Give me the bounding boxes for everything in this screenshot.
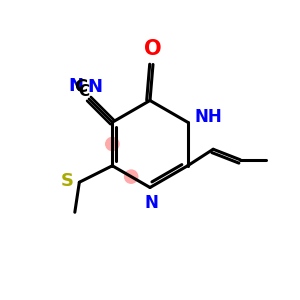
- Text: S: S: [61, 172, 74, 190]
- Text: N: N: [145, 194, 158, 212]
- Text: C: C: [78, 84, 89, 99]
- Circle shape: [124, 170, 138, 183]
- Text: N: N: [69, 77, 84, 95]
- Text: NH: NH: [194, 108, 222, 126]
- Text: O: O: [144, 39, 162, 59]
- Circle shape: [106, 137, 119, 151]
- Text: C: C: [74, 78, 88, 96]
- Text: N: N: [88, 78, 103, 96]
